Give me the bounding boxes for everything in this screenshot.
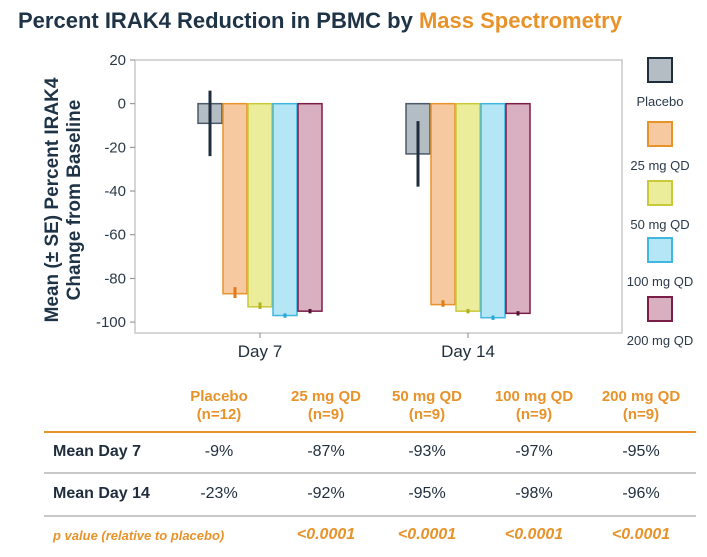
- bar-0-3: [272, 102, 298, 317]
- bar-0-2: [247, 102, 273, 308]
- column-header: 50 mg QD (n=9): [372, 388, 482, 424]
- legend-label: 100 mg QD: [626, 274, 694, 289]
- x-tick-label: Day 7: [238, 342, 282, 361]
- y-axis-label: Mean (± SE) Percent IRAK4 Change from Ba…: [42, 60, 86, 340]
- table-cell: -95%: [408, 485, 446, 502]
- column-header-n: (n=9): [622, 406, 660, 423]
- y-tick-label: -80: [104, 270, 126, 287]
- legend-swatch: [647, 237, 673, 263]
- chart-title-accent: Mass Spectrometry: [418, 8, 622, 33]
- y-tick-label: -100: [96, 314, 126, 331]
- column-header: 25 mg QD (n=9): [271, 388, 381, 424]
- column-header-n: (n=12): [196, 406, 242, 423]
- table-cell: -92%: [307, 485, 345, 502]
- table-cell: -98%: [515, 485, 553, 502]
- legend-swatch: [647, 296, 673, 322]
- column-header-n: (n=9): [307, 406, 345, 423]
- p-value-cell: <0.0001: [296, 526, 356, 543]
- header-rule: [44, 431, 696, 433]
- bar-chart: 20 0 -20 -40 -60 -80 -100 Day 7 Day 14: [96, 52, 623, 361]
- column-header: 100 mg QD (n=9): [479, 388, 589, 424]
- column-header-name: Placebo: [190, 388, 248, 405]
- y-tick-label: -60: [104, 227, 126, 244]
- row-label: Mean Day 14: [53, 485, 150, 502]
- row-label: Mean Day 7: [53, 443, 142, 460]
- y-tick-label: -40: [104, 183, 126, 200]
- legend-label: Placebo: [636, 94, 684, 109]
- column-header-n: (n=9): [515, 406, 553, 423]
- x-tick-label: Day 14: [441, 342, 495, 361]
- column-header-name: 100 mg QD: [494, 388, 574, 405]
- y-tick-label: -20: [104, 139, 126, 156]
- table-cell: -96%: [622, 485, 660, 502]
- legend-swatch: [647, 57, 673, 83]
- p-value-cell: <0.0001: [611, 526, 671, 543]
- y-axis-label-line1: Mean (± SE) Percent IRAK4: [42, 77, 63, 323]
- column-header-name: 50 mg QD: [391, 388, 463, 405]
- p-value-label: p value (relative to placebo): [53, 528, 225, 543]
- table-cell: -87%: [307, 443, 345, 460]
- table-cell: -93%: [408, 443, 446, 460]
- bar-1-1: [430, 102, 456, 306]
- table-cell: -95%: [622, 443, 660, 460]
- plot-frame: [134, 59, 623, 334]
- legend-swatch: [647, 121, 673, 147]
- bar-1-4: [505, 102, 531, 315]
- bar-1-2: [455, 102, 481, 312]
- legend-swatch: [647, 180, 673, 206]
- p-value-cell: <0.0001: [504, 526, 564, 543]
- table-cell: -9%: [204, 443, 234, 460]
- chart-title: Percent IRAK4 Reduction in PBMC by Mass …: [18, 8, 622, 34]
- bar-1-3: [480, 102, 506, 319]
- column-header: Placebo (n=12): [164, 388, 274, 424]
- table-cell: -97%: [515, 443, 553, 460]
- column-header-n: (n=9): [408, 406, 446, 423]
- y-axis-label-line2: Change from Baseline: [64, 99, 85, 301]
- bar-0-4: [297, 102, 323, 312]
- column-header-name: 25 mg QD: [290, 388, 362, 405]
- legend-label: 200 mg QD: [626, 333, 694, 348]
- row-rule-2: [44, 515, 696, 517]
- chart-title-main: Percent IRAK4 Reduction in PBMC by: [18, 8, 419, 33]
- bar-0-1: [222, 102, 248, 295]
- p-value-cell: <0.0001: [397, 526, 457, 543]
- legend-label: 25 mg QD: [630, 158, 690, 173]
- y-tick-label: 20: [109, 52, 126, 69]
- table-cell: -23%: [200, 485, 238, 502]
- column-header-name: 200 mg QD: [601, 388, 681, 405]
- y-tick-label: 0: [118, 96, 126, 113]
- row-rule-1: [44, 472, 696, 474]
- column-header: 200 mg QD (n=9): [586, 388, 696, 424]
- legend-label: 50 mg QD: [630, 217, 690, 232]
